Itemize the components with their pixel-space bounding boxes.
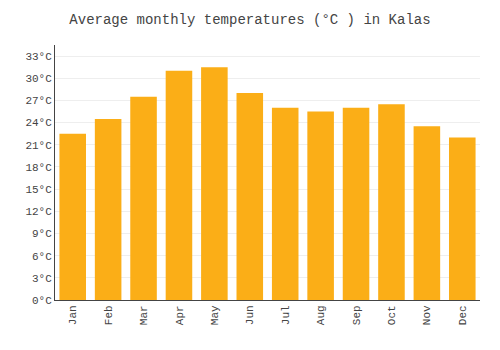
svg-text:18°C: 18°C xyxy=(25,162,52,174)
svg-text:Feb: Feb xyxy=(103,305,115,325)
svg-text:33°C: 33°C xyxy=(25,51,52,63)
svg-text:Mar: Mar xyxy=(138,305,150,325)
svg-text:9°C: 9°C xyxy=(32,228,52,240)
svg-text:Sep: Sep xyxy=(351,305,363,325)
svg-text:Oct: Oct xyxy=(386,305,398,325)
svg-text:21°C: 21°C xyxy=(25,140,52,152)
svg-text:6°C: 6°C xyxy=(32,251,52,263)
svg-text:24°C: 24°C xyxy=(25,117,52,129)
svg-text:Apr: Apr xyxy=(174,305,186,325)
svg-text:Jun: Jun xyxy=(244,305,256,325)
svg-text:May: May xyxy=(209,305,221,325)
svg-text:15°C: 15°C xyxy=(25,184,52,196)
svg-text:Nov: Nov xyxy=(421,305,433,325)
svg-text:Dec: Dec xyxy=(457,305,469,325)
svg-text:Aug: Aug xyxy=(315,305,327,325)
svg-text:27°C: 27°C xyxy=(25,95,52,107)
svg-text:0°C: 0°C xyxy=(32,295,52,307)
svg-text:Jul: Jul xyxy=(280,305,292,325)
svg-text:Average monthly temperatures (: Average monthly temperatures (°C ) in Ka… xyxy=(69,12,430,28)
svg-text:3°C: 3°C xyxy=(32,273,52,285)
svg-text:Jan: Jan xyxy=(67,305,79,325)
svg-text:12°C: 12°C xyxy=(25,206,52,218)
svg-text:30°C: 30°C xyxy=(25,73,52,85)
